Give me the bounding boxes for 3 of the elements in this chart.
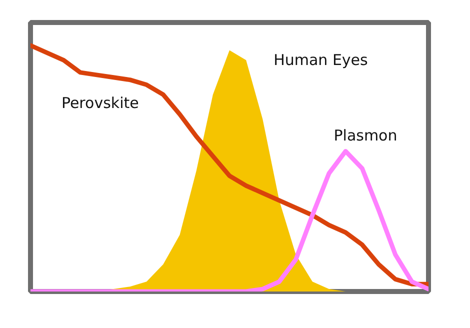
series-label: Plasmon [334, 126, 398, 144]
series-label: Perovskite [61, 94, 139, 112]
series-label: Human Eyes [274, 51, 368, 70]
